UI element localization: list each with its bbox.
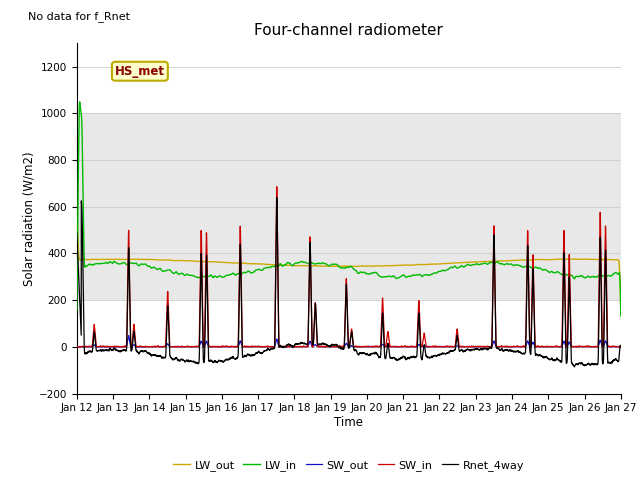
Line: SW_in: SW_in [77,187,621,347]
SW_out [171,344,179,349]
SW_in [273,184,281,190]
Rnet_4way [617,344,625,350]
LW_out [329,264,337,269]
Bar [77,113,621,207]
Rnet_4way [502,347,509,353]
Rnet_4way [616,343,624,348]
SW_in [616,343,624,349]
LW_out [73,278,81,284]
Rnet_4way [570,364,578,370]
SW_in [329,344,337,349]
LW_in [73,307,81,313]
Line: LW_in: LW_in [77,102,621,316]
LW_in [441,268,449,274]
SW_out [116,344,124,350]
SW_out [502,344,509,350]
Rnet_4way [471,347,479,352]
LW_out [441,261,449,266]
SW_in [502,344,509,349]
SW_in [171,344,179,349]
Rnet_4way [273,195,281,201]
Text: No data for f_Rnet: No data for f_Rnet [28,11,130,22]
SW_in [471,344,479,349]
SW_out [617,344,625,349]
SW_out [329,344,337,349]
Rnet_4way [441,351,449,357]
SW_in [73,344,81,350]
LW_in [171,270,179,276]
LW_in [471,262,479,267]
SW_in [617,344,625,349]
SW_out [616,344,624,349]
Rnet_4way [73,229,81,235]
LW_out [171,258,179,264]
LW_out [616,282,624,288]
LW_in [617,313,625,319]
SW_out [471,344,479,349]
Rnet_4way [329,341,337,347]
LW_out [617,312,625,318]
SW_out [73,344,81,350]
Text: HS_met: HS_met [115,65,165,78]
Line: Rnet_4way: Rnet_4way [77,198,621,367]
LW_in [76,99,84,105]
LW_out [74,222,81,228]
X-axis label: Time: Time [334,416,364,429]
Rnet_4way [171,356,179,362]
Legend: LW_out, LW_in, SW_out, SW_in, Rnet_4way: LW_out, LW_in, SW_out, SW_in, Rnet_4way [169,456,529,476]
LW_in [502,261,509,267]
SW_in [441,344,449,349]
Y-axis label: Solar radiation (W/m2): Solar radiation (W/m2) [23,151,36,286]
LW_in [329,261,337,267]
LW_out [502,258,509,264]
LW_out [471,259,479,265]
Title: Four-channel radiometer: Four-channel radiometer [254,23,444,38]
Bar [77,207,621,300]
Line: SW_out: SW_out [77,336,621,347]
Line: LW_out: LW_out [77,225,621,315]
SW_out [441,344,449,349]
SW_out [125,333,132,338]
LW_in [616,282,624,288]
